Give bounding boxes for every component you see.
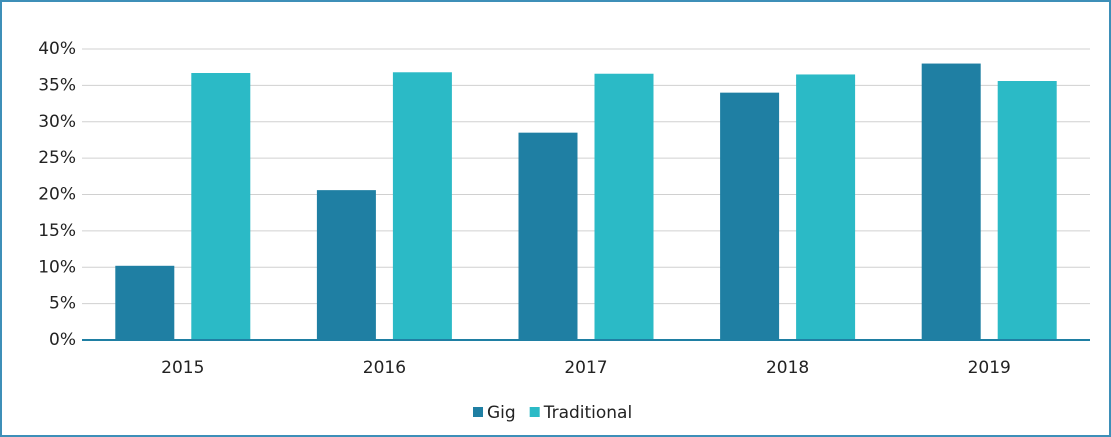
y-tick-label: 0% [49,330,76,350]
legend-label: Traditional [543,403,633,423]
bar [316,190,376,340]
legend-swatch [473,407,483,417]
bar [392,72,452,340]
x-tick-label: 2018 [766,358,809,378]
x-tick-label: 2019 [968,358,1011,378]
legend-label: Gig [487,403,516,423]
bar [796,74,856,341]
bar [518,132,578,340]
x-tick-label: 2017 [564,358,607,378]
y-tick-label: 15% [38,221,76,241]
bar [720,92,780,341]
x-tick-label: 2015 [161,358,204,378]
legend-swatch [529,407,540,417]
bar [594,73,654,341]
y-tick-label: 10% [38,257,76,277]
bar [997,81,1057,340]
y-tick-label: 40% [38,39,76,59]
y-tick-label: 20% [38,185,76,205]
y-tick-label: 35% [38,75,76,95]
y-tick-label: 25% [38,148,76,168]
y-tick-label: 30% [38,112,76,132]
bar [921,63,981,341]
y-tick-label: 5% [49,294,76,314]
x-tick-label: 2016 [363,358,406,378]
bar [115,265,175,340]
bar [191,73,251,340]
